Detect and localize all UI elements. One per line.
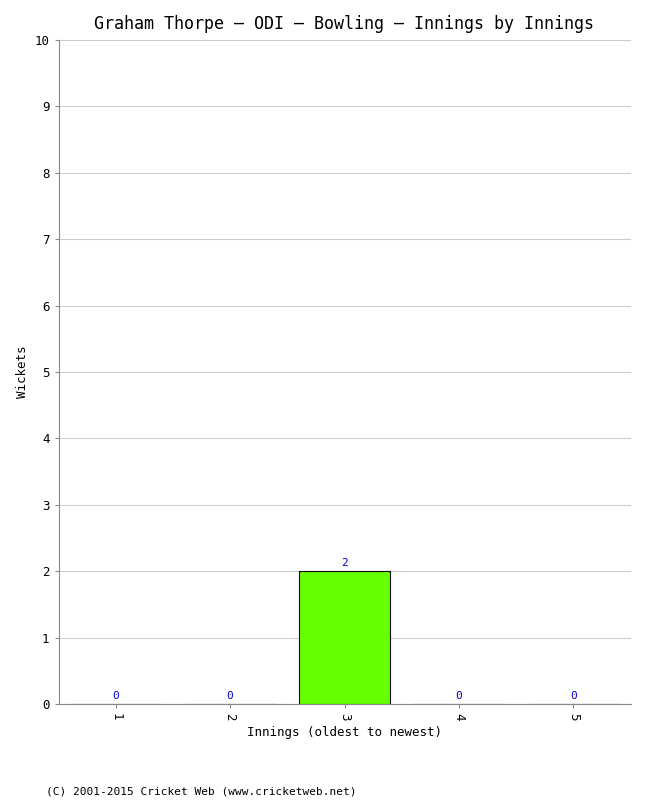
Text: 2: 2: [341, 558, 348, 568]
Text: 0: 0: [227, 690, 233, 701]
Text: 0: 0: [570, 690, 577, 701]
Y-axis label: Wickets: Wickets: [16, 346, 29, 398]
Bar: [299, 571, 390, 704]
X-axis label: Innings (oldest to newest): Innings (oldest to newest): [247, 726, 442, 739]
Text: (C) 2001-2015 Cricket Web (www.cricketweb.net): (C) 2001-2015 Cricket Web (www.cricketwe…: [46, 786, 356, 796]
Title: Graham Thorpe – ODI – Bowling – Innings by Innings: Graham Thorpe – ODI – Bowling – Innings …: [94, 15, 595, 33]
Text: 0: 0: [112, 690, 119, 701]
Text: 0: 0: [456, 690, 462, 701]
